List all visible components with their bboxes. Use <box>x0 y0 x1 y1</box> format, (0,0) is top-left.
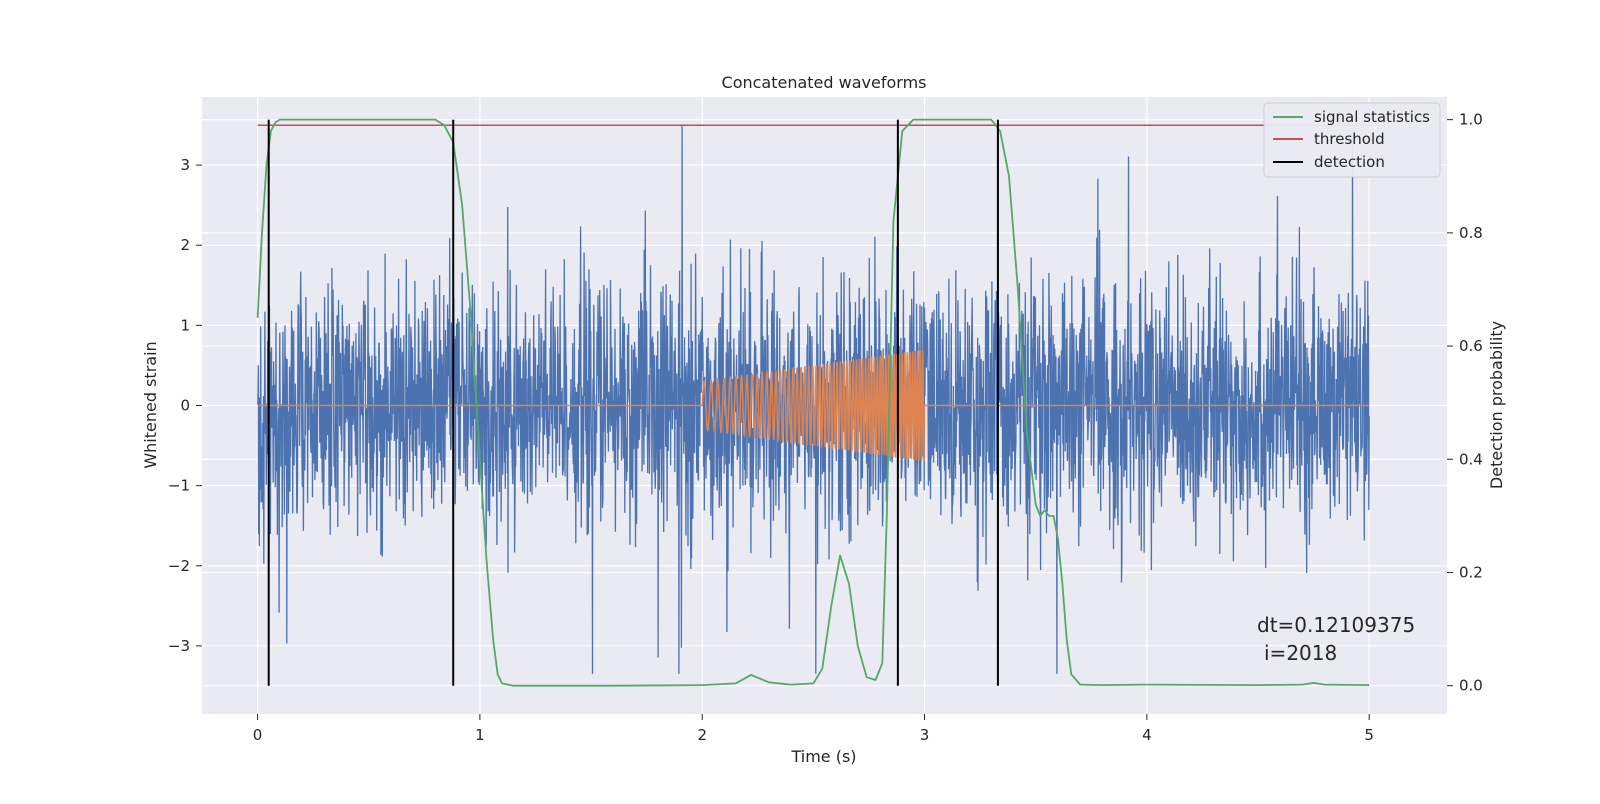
x-tick-label: 4 <box>1142 726 1152 744</box>
right-tick-label: 0.4 <box>1459 450 1483 468</box>
left-tick-label: 0 <box>180 397 190 415</box>
chart-title: Concatenated waveforms <box>722 73 927 92</box>
annotation: dt=0.12109375 i=2018 <box>1257 613 1415 665</box>
right-axis-label: Detection probability <box>1487 321 1506 489</box>
right-tick-label: 0.2 <box>1459 563 1483 581</box>
x-tick-label: 2 <box>697 726 707 744</box>
left-tick-label: 2 <box>180 236 190 254</box>
left-tick-label: 3 <box>180 156 190 174</box>
right-tick-label: 0.6 <box>1459 337 1483 355</box>
x-tick-label: 1 <box>475 726 485 744</box>
x-tick-label: 0 <box>253 726 263 744</box>
left-tick-label: −2 <box>168 557 190 575</box>
signal-statistics-line <box>256 118 1370 687</box>
legend-label-detection: detection <box>1314 153 1385 171</box>
x-tick-label: 5 <box>1364 726 1374 744</box>
legend: signal statistics threshold detection <box>1263 102 1441 178</box>
data-layer <box>256 118 1370 687</box>
left-tick-label: −3 <box>168 637 190 655</box>
x-axis-ticks: 0 1 2 3 4 5 <box>253 714 1374 744</box>
annotation-i: i=2018 <box>1264 641 1337 665</box>
right-axis-ticks: 0.0 0.2 0.4 0.6 0.8 1.0 <box>1447 111 1483 695</box>
annotation-dt: dt=0.12109375 <box>1257 613 1415 637</box>
legend-box <box>1263 102 1441 178</box>
x-axis-label: Time (s) <box>790 747 856 766</box>
left-tick-label: −1 <box>168 477 190 495</box>
legend-label-threshold: threshold <box>1314 130 1385 148</box>
x-tick-label: 3 <box>920 726 930 744</box>
right-tick-label: 0.8 <box>1459 224 1483 242</box>
left-tick-label: 1 <box>180 316 190 334</box>
left-axis-ticks: −3 −2 −1 0 1 2 3 <box>168 156 202 655</box>
right-tick-label: 0.0 <box>1459 677 1483 695</box>
legend-label-signal-statistics: signal statistics <box>1314 108 1430 126</box>
left-axis-label: Whitened strain <box>141 341 160 468</box>
right-tick-label: 1.0 <box>1459 111 1483 129</box>
